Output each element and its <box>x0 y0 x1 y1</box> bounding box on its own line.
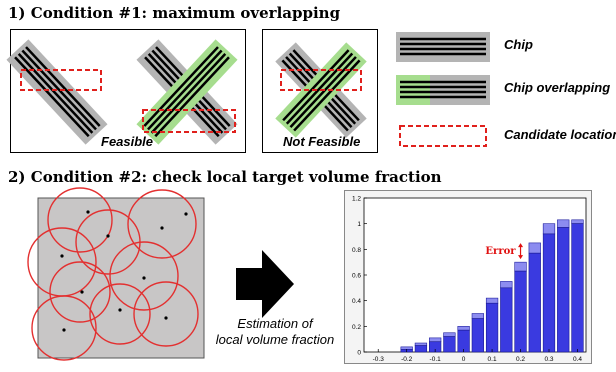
chip-single <box>6 39 108 145</box>
not-feasible-label: Not Feasible <box>283 134 361 149</box>
bar-upper <box>429 337 442 343</box>
bar-lower <box>571 223 584 353</box>
bar-upper <box>485 297 499 304</box>
condition2-heading: 2) Condition #2: check local target volu… <box>8 168 442 186</box>
not-feasible-illustration <box>275 42 367 138</box>
condition1-heading: 1) Condition #1: maximum overlapping <box>8 4 341 22</box>
chip-overlapping-swatch <box>396 75 490 105</box>
bar-lower <box>471 318 484 353</box>
y-tick-label: 1.2 <box>352 196 361 203</box>
legend-candidate-location-label: Candidate location <box>504 127 616 142</box>
bar-upper <box>471 313 484 319</box>
x-tick-label: -0.3 <box>373 356 385 363</box>
feasible-illustration <box>6 39 238 145</box>
bar-upper <box>414 342 428 346</box>
x-tick-label: 0.4 <box>573 356 582 363</box>
volume-fraction-chart: 0 0.2 0.4 0.6 0.8 1 1.2 -0.3 -0.2 -0.1 0 0.1 0.2 0.3 0… <box>344 190 592 364</box>
legend-chip-label: Chip <box>504 37 533 52</box>
x-tick-label: 0.2 <box>516 356 525 363</box>
bar-upper <box>457 326 470 331</box>
bar-lower <box>557 227 570 353</box>
bar-upper <box>514 261 527 272</box>
bar-upper <box>571 219 584 224</box>
not-feasible-panel: Not Feasible <box>262 29 378 153</box>
error-arrow-head-up <box>518 243 524 248</box>
bar-lower <box>414 345 428 353</box>
bar-upper <box>528 242 541 254</box>
bar-lower <box>514 270 527 353</box>
bar-upper <box>500 281 513 289</box>
y-tick-label: 1 <box>357 221 361 228</box>
candidate-swatch <box>399 125 487 147</box>
right-arrow-icon <box>236 250 294 318</box>
sampling-domain <box>27 187 205 361</box>
bar-upper <box>443 332 456 337</box>
bar-lower <box>457 329 470 353</box>
bar-lower <box>443 336 456 353</box>
feasible-label: Feasible <box>101 134 154 149</box>
bar-lower <box>485 302 499 353</box>
chip-swatch <box>396 32 490 62</box>
x-tick-label: 0.3 <box>544 356 553 363</box>
bar-lower <box>542 233 556 353</box>
estimation-line2: local volume fraction <box>215 332 335 347</box>
bar-upper <box>557 219 570 228</box>
bar-lower <box>500 287 513 353</box>
legend-swatches <box>396 32 490 147</box>
error-arrow-head-down <box>518 255 524 260</box>
y-tick-label: 0 <box>357 350 361 357</box>
bar-lower <box>528 252 541 353</box>
y-tick-label: 0.4 <box>352 298 361 305</box>
bar-upper <box>542 223 556 235</box>
x-tick-label: 0 <box>462 356 466 363</box>
y-tick-label: 0.6 <box>352 273 361 280</box>
y-tick-label: 0.2 <box>352 324 361 331</box>
estimation-line1: Estimation of <box>237 316 313 331</box>
estimation-caption: Estimation of local volume fraction <box>200 316 350 348</box>
x-tick-label: 0.1 <box>488 356 497 363</box>
feasible-panel: Feasible <box>6 29 246 153</box>
y-tick-label: 0.8 <box>352 247 361 254</box>
legend-chip-overlapping-label: Chip overlapping <box>504 80 611 95</box>
x-tick-label: -0.2 <box>401 356 413 363</box>
error-label: Error <box>485 246 516 257</box>
x-tick-label: -0.1 <box>430 356 442 363</box>
